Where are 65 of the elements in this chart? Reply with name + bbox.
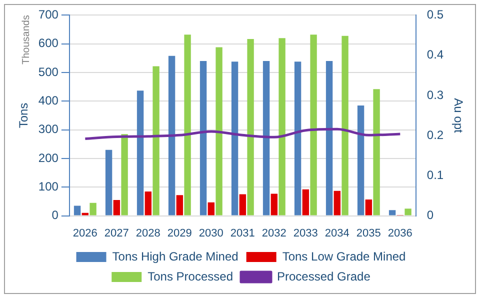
line-series (84, 128, 402, 140)
x-tick-label: 2035 (356, 227, 381, 240)
bar (184, 34, 191, 216)
legend-label: Tons High Grade Mined (112, 249, 238, 264)
bar (278, 38, 286, 216)
bar (404, 208, 412, 216)
y-tick-label: 600 (38, 36, 59, 50)
legend-label: Processed Grade (277, 269, 371, 284)
bar (144, 191, 152, 216)
x-tick-label: 2032 (262, 227, 286, 240)
y2-tick-label: 0.5 (426, 8, 444, 22)
y2-tick-label: 0 (426, 208, 434, 222)
y-tick-label: 200 (38, 150, 59, 165)
bar (302, 189, 310, 216)
bar (152, 66, 160, 216)
x-tick-label: 2026 (72, 227, 98, 240)
x-tick-label: 2027 (104, 227, 129, 240)
x-tick-label: 2029 (167, 227, 192, 240)
y-tick-label: 0 (52, 208, 59, 222)
bar (239, 194, 246, 216)
bar (326, 61, 333, 216)
y-axis-title: Tons (16, 102, 31, 128)
x-tick-label: 2030 (198, 227, 224, 240)
bar (365, 199, 372, 216)
text: Thousands (21, 15, 32, 64)
bar (357, 105, 364, 216)
bar (200, 61, 207, 216)
bar (208, 202, 215, 216)
y-tick-label: 700 (38, 8, 59, 22)
bar (342, 36, 348, 216)
x-tick-label: 2033 (293, 227, 318, 240)
bar (216, 47, 222, 216)
bar (388, 210, 396, 216)
bar (270, 194, 278, 216)
y2-tick-label: 0.4 (426, 48, 444, 62)
bar (168, 56, 176, 216)
bar (373, 89, 380, 216)
x-tick-label: 2036 (388, 227, 412, 240)
bar (294, 62, 302, 216)
y-tick-label: 400 (38, 93, 59, 108)
bar (310, 34, 317, 216)
bar (334, 190, 341, 216)
y2-tick-label: 0.1 (426, 168, 444, 182)
y-tick-label: 100 (38, 179, 59, 194)
bar (113, 200, 120, 216)
y2-axis-title: Au opt (451, 98, 466, 134)
bar (121, 134, 128, 216)
legend-label: Tons Processed (148, 269, 234, 284)
x-tick-label: 2028 (136, 227, 160, 240)
bar (82, 212, 89, 216)
x-tick-label: 2031 (230, 227, 255, 240)
y2-tick-label: 0.3 (426, 88, 444, 102)
bar (136, 90, 144, 216)
bar (74, 206, 81, 216)
bar (90, 202, 96, 216)
bar (176, 195, 184, 216)
y-tick-label: 500 (38, 64, 59, 79)
legend-label: Tons Low Grade Mined (282, 249, 406, 264)
x-tick-label: 2034 (324, 227, 350, 240)
bar (105, 150, 112, 216)
bar (247, 38, 254, 216)
bar (262, 61, 270, 216)
bar (231, 62, 238, 216)
y2-tick-label: 0.2 (426, 128, 444, 142)
y-tick-label: 300 (38, 122, 59, 136)
